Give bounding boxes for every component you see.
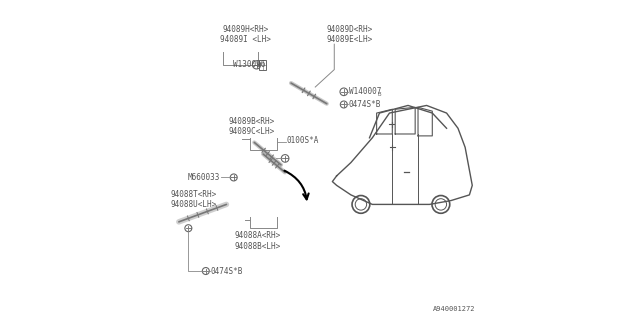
Bar (259, 60, 266, 70)
Text: 94089D<RH>
94089E<LH>: 94089D<RH> 94089E<LH> (326, 25, 372, 44)
Text: M660033: M660033 (188, 173, 220, 182)
Text: W130096: W130096 (233, 60, 265, 69)
Text: 94088A<RH>
94088B<LH>: 94088A<RH> 94088B<LH> (234, 231, 280, 251)
Text: 0100S*A: 0100S*A (287, 136, 319, 146)
Text: A940001272: A940001272 (433, 306, 476, 312)
Text: W140007: W140007 (349, 87, 381, 96)
Text: 94089B<RH>
94089C<LH>: 94089B<RH> 94089C<LH> (228, 117, 275, 136)
Text: 94088T<RH>
94088U<LH>: 94088T<RH> 94088U<LH> (171, 190, 217, 209)
Text: 0474S*B: 0474S*B (349, 100, 381, 109)
Text: 94089H<RH>
94089I <LH>: 94089H<RH> 94089I <LH> (220, 25, 271, 44)
Text: 0474S*B: 0474S*B (211, 267, 243, 276)
Text: B: B (378, 92, 381, 97)
